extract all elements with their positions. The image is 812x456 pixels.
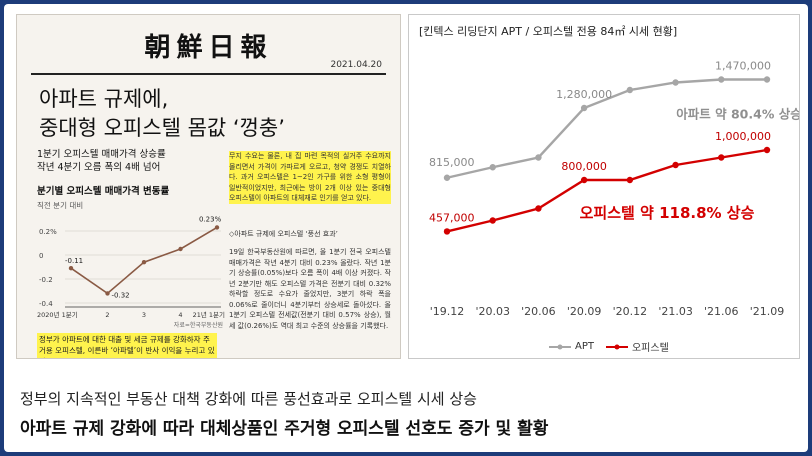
data-point-officetel xyxy=(626,176,634,184)
x-tick-label: '20.06 xyxy=(521,305,556,318)
data-point-apt xyxy=(489,164,496,171)
highlighted-paragraph: 정부가 아파트에 대한 대출 및 세금 규제를 강화하자 주거용 오피스텔, 이… xyxy=(37,333,217,358)
article-column-body: 19일 한국부동산원에 따르면, 올 1분기 전국 오피스텔 매매가격은 작년 … xyxy=(229,248,391,330)
caption-line-2: 아파트 규제 강화에 따라 대체상품인 주거형 오피스텔 선호도 증가 및 활황 xyxy=(20,419,549,439)
data-point-officetel xyxy=(763,146,771,154)
series-line-apt xyxy=(446,78,767,179)
x-tick-label: '21.06 xyxy=(704,305,739,318)
x-tick-label: '21.09 xyxy=(750,305,785,318)
mini-data-label: -0.11 xyxy=(65,257,83,265)
mini-y-tick-label: -0.4 xyxy=(39,300,53,308)
data-label: 1,000,000 xyxy=(715,130,771,143)
newspaper-date: 2021.04.20 xyxy=(330,60,382,70)
price-chart-plot: 815,000 1,280,000 1,470,000 457,000 800,000 1… xyxy=(429,60,799,319)
annotation-apt-growth: 아파트 약 80.4% 상승 xyxy=(676,107,799,122)
newspaper-subheadline: 1분기 오피스텔 매매가격 상승률 작년 4분기 오름 폭의 4배 넘어 xyxy=(37,148,166,174)
masthead-divider xyxy=(31,73,386,75)
data-point-officetel xyxy=(443,228,451,235)
data-point-apt xyxy=(535,154,542,161)
headline-line-2: 중대형 오피스텔 몸값 ‘껑충’ xyxy=(39,116,285,140)
subheadline-line-2: 작년 4분기 오름 폭의 4배 넘어 xyxy=(37,162,161,173)
data-label: 1,470,000 xyxy=(715,60,771,73)
legend-line-apt-icon xyxy=(549,344,571,349)
data-point-officetel xyxy=(535,205,542,212)
mini-data-label: -0.32 xyxy=(112,291,130,299)
mini-x-tick-label: 3 xyxy=(142,311,146,319)
legend-label-apt: APT xyxy=(575,341,594,352)
data-label: 800,000 xyxy=(561,160,607,173)
mini-data-point xyxy=(105,291,110,296)
mini-y-tick-label: 0.2% xyxy=(39,228,57,236)
mini-data-label: 0.23% xyxy=(199,215,222,223)
article-column-highlight: 무지 수요는 물론, 내 집 마련 목적의 실거주 수요까지 몰리면서 가격이 … xyxy=(229,151,391,204)
mini-data-point xyxy=(178,246,183,252)
mini-x-tick-label: 2020년 1분기 xyxy=(37,310,78,319)
mini-chart-plot: 0.2% 0 -0.2 -0.4 -0.11 2020년 1분기 -0.32 2 3 4 0.23%… xyxy=(37,215,225,329)
x-tick-label: '19.12 xyxy=(430,305,465,318)
data-point-apt xyxy=(718,76,725,83)
newspaper-headline: 아파트 규제에, 중대형 오피스텔 몸값 ‘껑충’ xyxy=(39,85,285,143)
data-point-officetel xyxy=(580,176,588,184)
data-point-officetel xyxy=(672,161,679,169)
series-line-officetel xyxy=(446,148,768,233)
x-tick-label: '21.03 xyxy=(658,305,693,318)
x-tick-label: '20.12 xyxy=(613,305,648,318)
data-point-apt xyxy=(763,76,771,83)
data-point-apt xyxy=(626,86,634,94)
mini-x-tick-label: 21년 1분기 xyxy=(193,310,225,319)
x-tick-label: '20.03 xyxy=(475,305,510,318)
mini-y-tick-label: 0 xyxy=(39,252,43,260)
annotation-officetel-growth: 오피스텔 약 118.8% 상승 xyxy=(580,204,755,222)
mini-data-point xyxy=(214,225,220,230)
x-tick-label: '20.09 xyxy=(567,305,602,318)
mini-data-point xyxy=(68,266,74,271)
mini-chart: 분기별 오피스텔 매매가격 변동률 직전 분기 대비 0.2% 0 -0.2 -0.4… xyxy=(37,183,225,329)
data-point-officetel xyxy=(489,217,496,224)
legend-item-apt: APT xyxy=(549,339,594,354)
data-point-officetel xyxy=(718,154,725,161)
newspaper-masthead: 朝鮮日報 xyxy=(144,33,273,63)
mini-chart-source: 자료=한국부동산원 xyxy=(174,321,223,329)
mini-x-tick-label: 2 xyxy=(105,311,109,319)
data-label: 815,000 xyxy=(429,156,475,169)
mini-data-point xyxy=(141,260,147,265)
data-point-apt xyxy=(672,79,679,86)
price-chart-legend: APT 오피스텔 xyxy=(549,339,669,354)
legend-line-officetel-icon xyxy=(605,344,628,349)
data-label: 1,280,000 xyxy=(556,88,612,101)
data-point-apt xyxy=(580,104,588,112)
legend-item-officetel: 오피스텔 xyxy=(605,339,669,354)
data-point-apt xyxy=(443,174,451,181)
mini-x-tick-label: 4 xyxy=(178,311,182,319)
mini-chart-title: 분기별 오피스텔 매매가격 변동률 xyxy=(37,186,170,197)
article-section-heading: ◇아파트 규제에 오피스텔 ‘풍선 효과’ xyxy=(229,230,338,238)
caption-line-1: 정부의 지속적인 부동산 대책 강화에 따른 풍선효과로 오피스텔 시세 상승 xyxy=(20,390,477,408)
subheadline-line-1: 1분기 오피스텔 매매가격 상승률 xyxy=(37,149,166,160)
mini-y-tick-label: -0.2 xyxy=(39,276,53,284)
mini-chart-subtitle: 직전 분기 대비 xyxy=(37,201,84,210)
data-label: 457,000 xyxy=(429,211,475,224)
price-chart-title: [킨텍스 리딩단지 APT / 오피스텔 전용 84㎡ 시세 현황] xyxy=(419,25,678,38)
content-frame: 朝鮮日報 2021.04.20 아파트 규제에, 중대형 오피스텔 몸값 ‘껑충… xyxy=(4,4,808,452)
legend-label-officetel: 오피스텔 xyxy=(631,343,669,354)
price-chart-panel: [킨텍스 리딩단지 APT / 오피스텔 전용 84㎡ 시세 현황] 815,0… xyxy=(408,14,800,359)
headline-line-1: 아파트 규제에, xyxy=(39,87,169,111)
newspaper-clipping: 朝鮮日報 2021.04.20 아파트 규제에, 중대형 오피스텔 몸값 ‘껑충… xyxy=(16,14,401,359)
